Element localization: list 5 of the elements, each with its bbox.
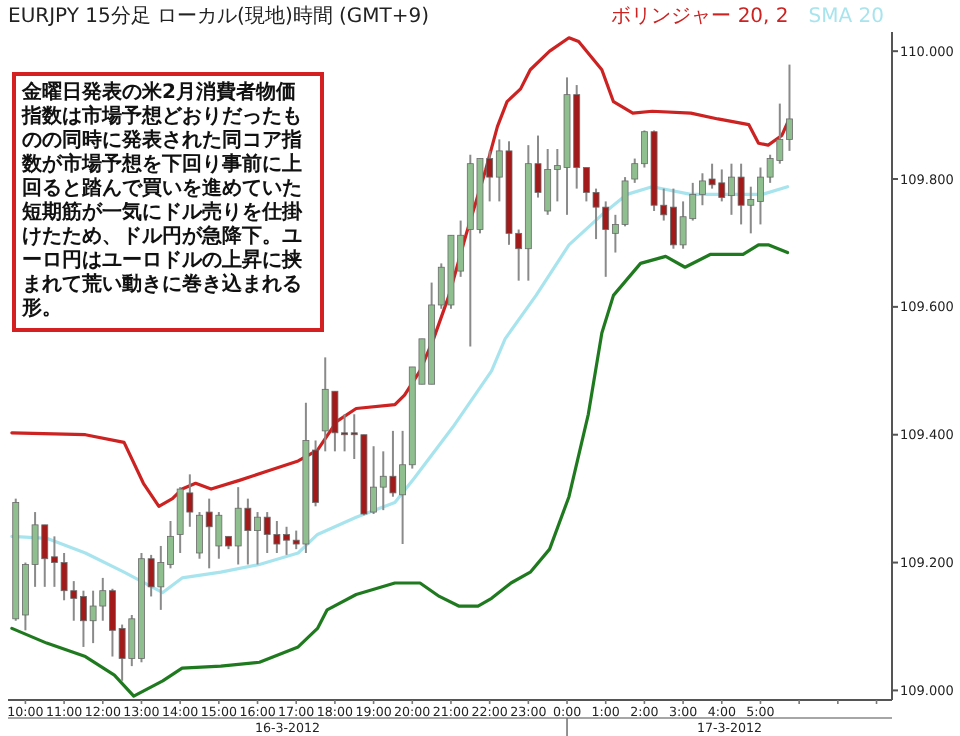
line-series bbox=[10, 243, 790, 698]
legend: ボリンジャー 20, 2 bbox=[611, 6, 789, 28]
legend: SMA 20 bbox=[808, 6, 884, 28]
text: 金曜日発表の米2月消費者物価指数は市場予想どおりだったものの同時に発表された同コア指数が市場予想を下回り事前に上回ると踏んで買いを進めていた短期筋が一気にドル売りを仕掛けたため、ドル円が急降下。ユーロ円はユーロドルの上昇に挟まれて荒い動きに巻き込まれる形。 bbox=[22, 82, 302, 320]
chart-title: EURJPY 15分足 ローカル(現地)時間 (GMT+9) bbox=[8, 4, 430, 28]
